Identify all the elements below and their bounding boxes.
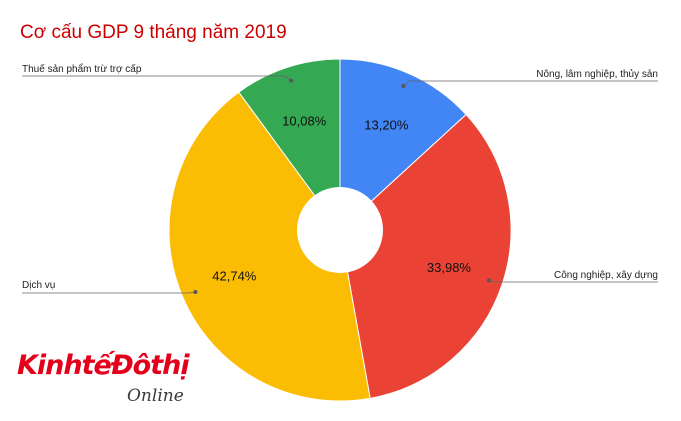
slice-name-label: Thuế sản phẩm trừ trợ cấp [22,63,142,75]
slice-value-label: 13,20% [364,118,409,133]
callout-line [22,291,196,294]
logo-sub-text: Online [127,386,184,406]
callout-line [403,80,658,87]
logo-main-text: KinhtếĐôthị [17,350,190,381]
chart-title: Cơ cấu GDP 9 tháng năm 2019 [20,22,287,43]
slice-value-label: 42,74% [212,268,257,283]
slices-group [168,58,512,402]
callout-line [488,280,658,283]
slice-3 [168,91,371,402]
slice-name-label: Công nghiệp, xây dựng [554,270,658,281]
slice-name-label: Dịch vụ [22,280,55,291]
slice-value-label: 33,98% [427,260,472,275]
slice-value-label: 10,08% [282,114,327,129]
slice-4 [238,58,341,232]
slice-name-label: Nông, lâm nghiệp, thủy sản [536,68,658,80]
donut-hole [297,187,383,273]
callouts-group: 13,20% Nông, lâm nghiệp, thủy sản 33,98% Cô… [22,63,658,295]
slice-1 [339,58,467,232]
kinh-te-do-thi-logo: KinhtếĐôthị Online [17,350,203,412]
slice-2 [339,113,512,399]
callout-line [22,75,292,81]
